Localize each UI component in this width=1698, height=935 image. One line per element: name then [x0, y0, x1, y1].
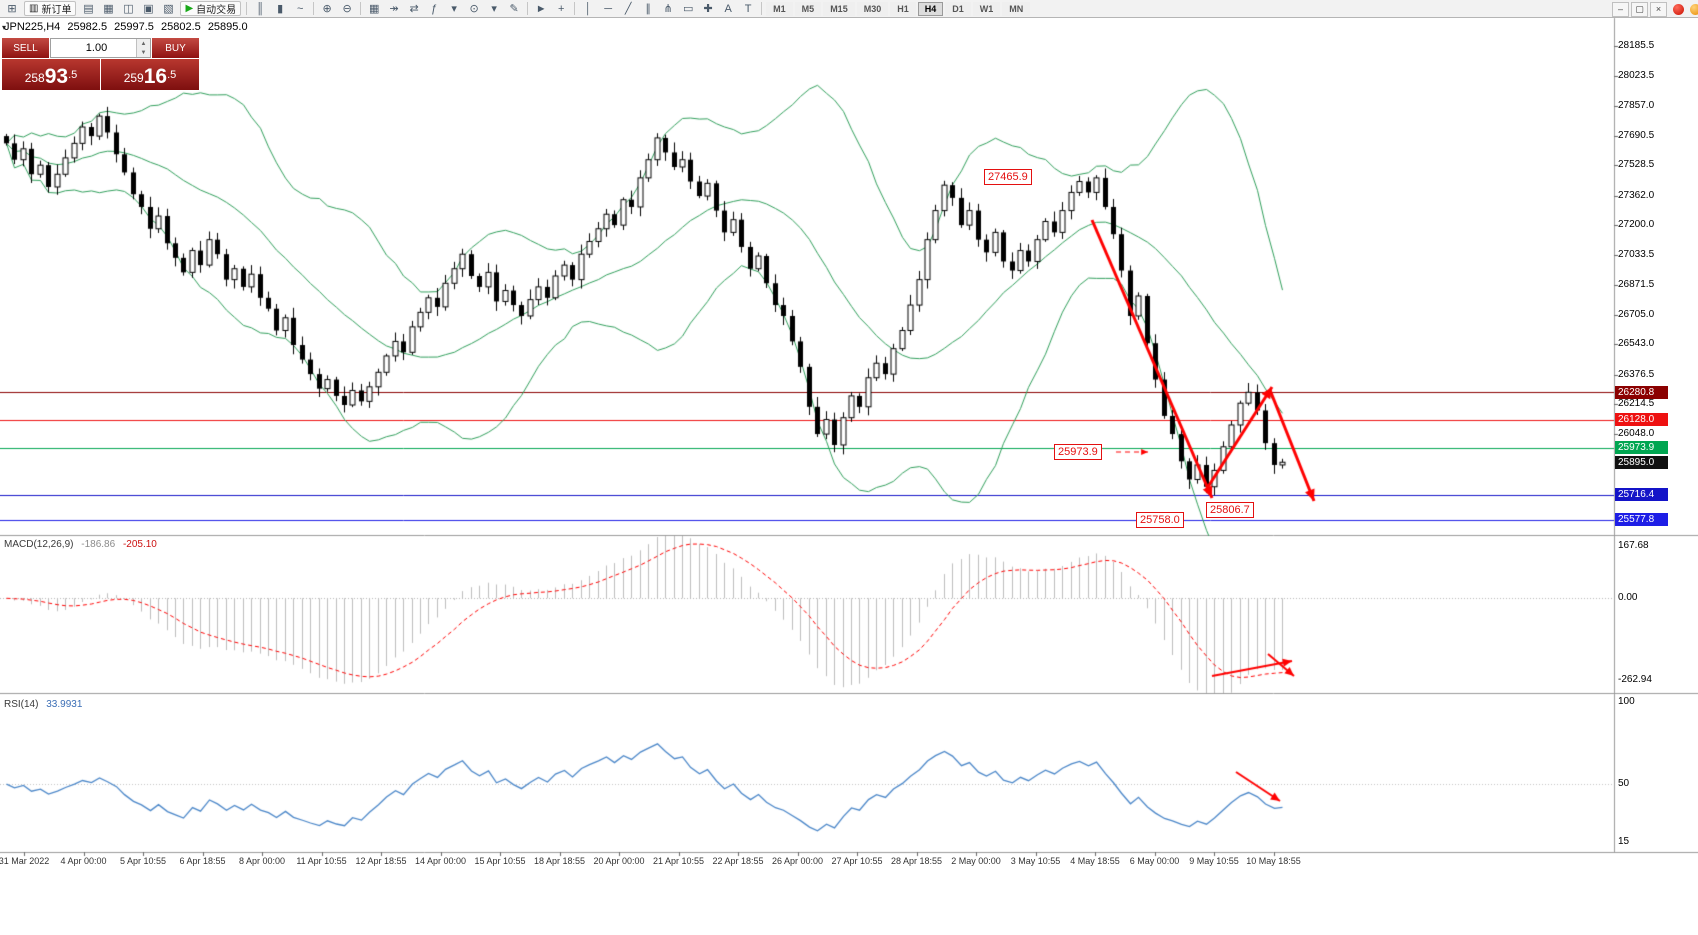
quote-high: 25997.5 — [114, 21, 154, 33]
sell-button[interactable]: SELL — [2, 38, 49, 58]
symbol-timeframe-label: JPN225,H4 — [4, 21, 61, 33]
quote-open: 25982.5 — [67, 21, 108, 33]
chart-quote-line: JPN225,H4 25982.5 25997.5 25802.5 25895.… — [4, 21, 252, 33]
quote-close: 25895.0 — [207, 21, 248, 33]
rsi-indicator-label: RSI(14) 33.9931 — [4, 699, 82, 710]
macd-indicator-label: MACD(12,26,9) -186.86 -205.10 — [4, 539, 157, 550]
macd-value-2: -205.10 — [122, 539, 157, 550]
buy-price-big: 16 — [143, 65, 168, 88]
quote-low: 25802.5 — [160, 21, 201, 33]
buy-price-prefix: 259 — [123, 71, 144, 85]
volume-input[interactable]: 1.00 ▲ ▼ — [50, 38, 151, 58]
buy-price-sup: .5 — [167, 69, 177, 81]
sell-price-sup: .5 — [68, 69, 78, 81]
buy-button[interactable]: BUY — [152, 38, 199, 58]
volume-stepper[interactable]: ▲ ▼ — [136, 39, 150, 57]
rsi-name: RSI(14) — [4, 699, 39, 710]
volume-value: 1.00 — [85, 42, 108, 54]
buy-price-button[interactable]: 259 16.5 — [101, 59, 199, 90]
macd-value-1: -186.86 — [81, 539, 116, 550]
one-click-collapse-icon[interactable]: ▾ — [2, 23, 7, 32]
macd-name: MACD(12,26,9) — [4, 539, 74, 550]
sell-price-prefix: 258 — [24, 71, 45, 85]
volume-up-icon[interactable]: ▲ — [137, 39, 150, 48]
volume-down-icon[interactable]: ▼ — [137, 48, 150, 57]
sell-price-button[interactable]: 258 93.5 — [2, 59, 100, 90]
rsi-value: 33.9931 — [46, 699, 83, 710]
sell-price-big: 93 — [44, 65, 69, 88]
one-click-trading-panel: SELL 1.00 ▲ ▼ BUY 258 93.5 259 16.5 — [2, 38, 199, 90]
